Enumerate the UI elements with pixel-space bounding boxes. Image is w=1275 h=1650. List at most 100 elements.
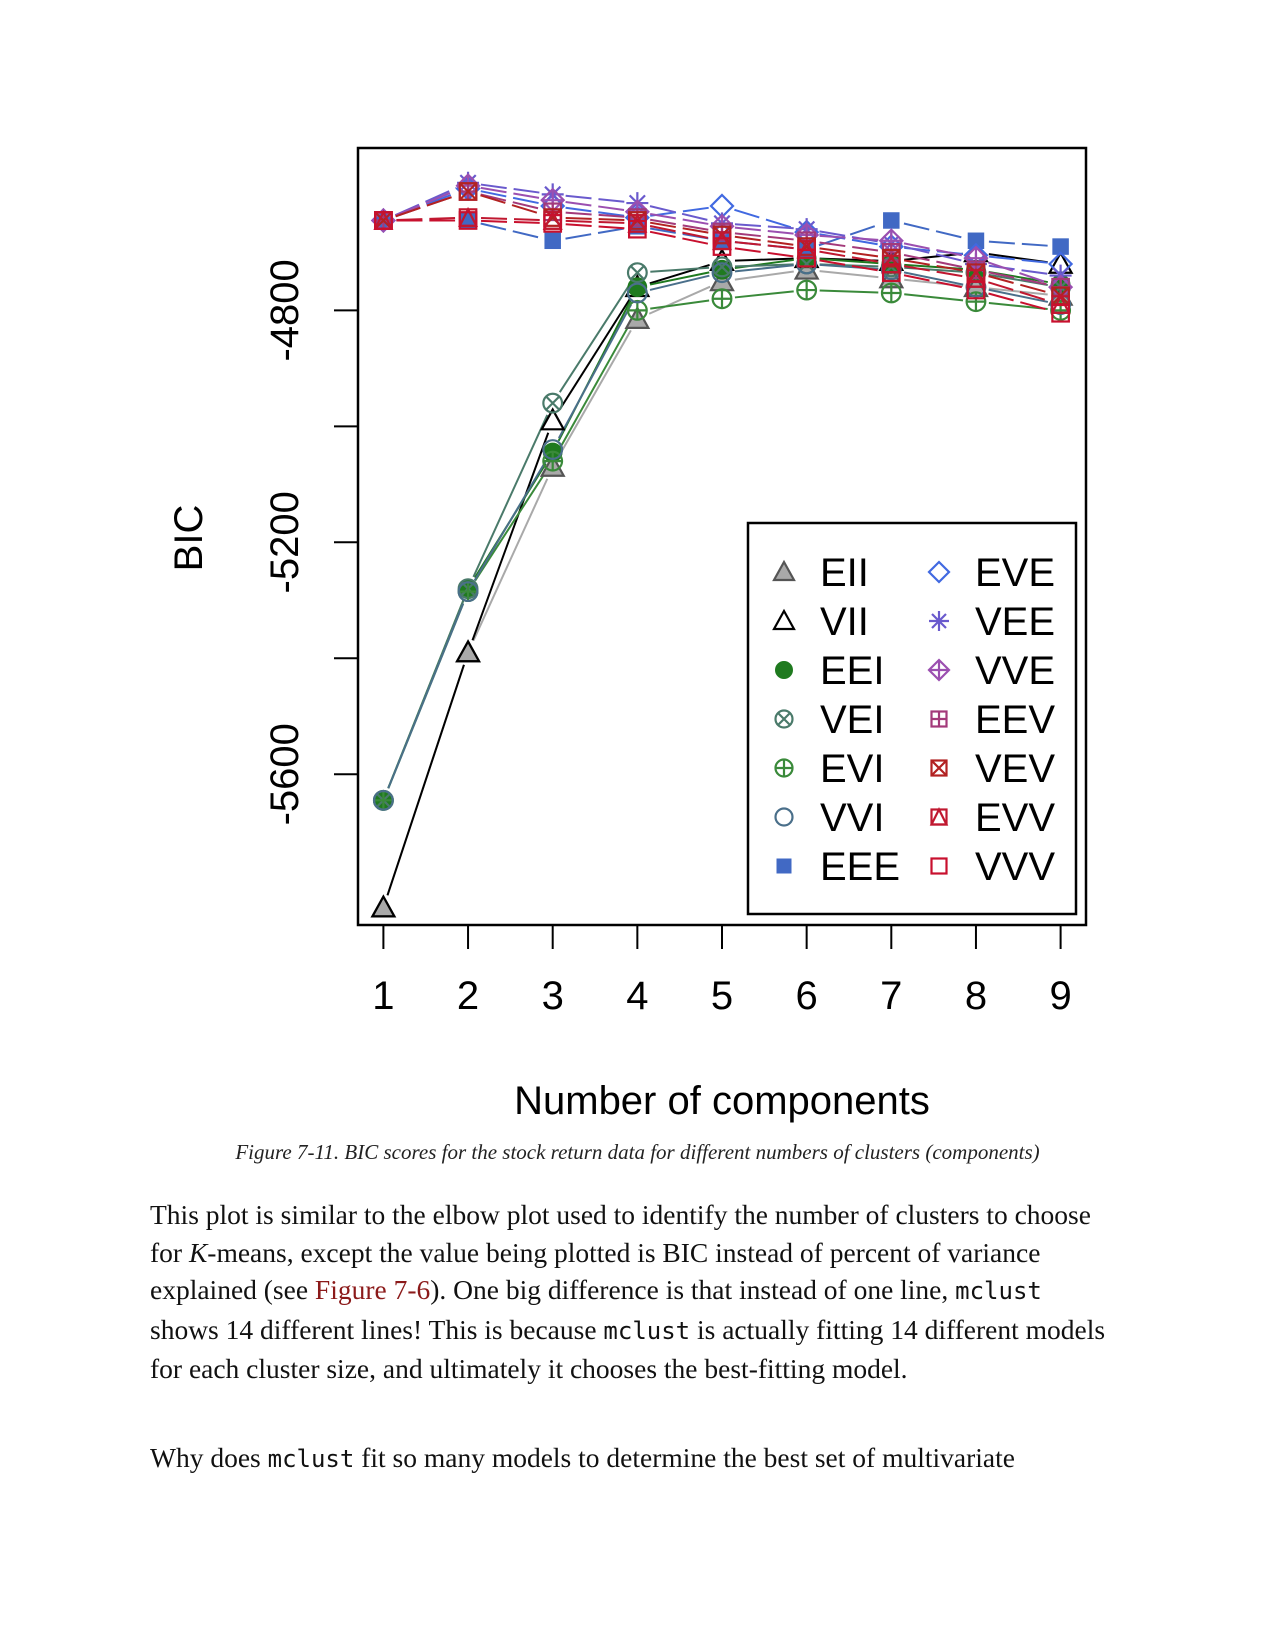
series-line-segment bbox=[903, 245, 964, 262]
series-line-segment bbox=[481, 217, 540, 222]
k-variable: K bbox=[188, 1236, 208, 1268]
legend-marker-eii bbox=[772, 559, 796, 582]
series-line-segment bbox=[987, 261, 1049, 284]
data-point-vii bbox=[370, 894, 397, 918]
series-line-segment bbox=[734, 247, 794, 258]
legend: EII VII EEI VEI EVI VVI EEE EVE VEE VVE EEV VEV EVV V… bbox=[746, 521, 1078, 916]
text-run: is actually fitting 14 different models … bbox=[150, 1313, 1106, 1385]
series-line-segment bbox=[988, 292, 1049, 311]
data-point-vvv bbox=[374, 211, 393, 230]
legend-label: VVI bbox=[820, 796, 884, 840]
series-line-segment bbox=[734, 264, 794, 273]
data-point-eee bbox=[883, 212, 900, 229]
bic-chart: 1 2 3 4 5 6 7 8 9 -5600 -5200 -4800 BIC Number of c… bbox=[167, 146, 1088, 1123]
series-line-segment bbox=[480, 183, 540, 194]
data-point-evi bbox=[542, 450, 564, 472]
series-line-segment bbox=[649, 205, 710, 222]
data-point-evi bbox=[880, 282, 902, 304]
series-line-segment bbox=[734, 270, 794, 281]
series-line-segment bbox=[386, 664, 465, 896]
data-point-vii bbox=[539, 407, 566, 431]
series-line-segment bbox=[903, 265, 964, 278]
series-line-segment bbox=[565, 211, 625, 218]
legend-label: EEI bbox=[820, 649, 884, 693]
data-point-vvv bbox=[966, 280, 986, 300]
data-point-evi bbox=[626, 299, 648, 321]
series-line-segment bbox=[819, 259, 879, 272]
legend-marker-evi bbox=[774, 758, 794, 778]
series-line-segment bbox=[819, 234, 879, 241]
data-point-eei bbox=[627, 277, 648, 298]
inline-code: mclust bbox=[955, 1277, 1042, 1305]
text-run: This plot is similar to the elbow plot u… bbox=[150, 1199, 1091, 1268]
series-line-segment bbox=[734, 232, 794, 241]
series-line-segment bbox=[819, 289, 879, 294]
legend-label: VEI bbox=[820, 698, 884, 742]
data-point-vei bbox=[626, 262, 648, 284]
series-line-segment bbox=[734, 226, 794, 235]
series-line-segment bbox=[734, 263, 794, 268]
series-line-segment bbox=[472, 478, 549, 642]
data-point-vvi bbox=[372, 789, 394, 811]
series-line-segment bbox=[988, 287, 1048, 296]
series-line-segment bbox=[471, 432, 550, 641]
legend-marker-eev bbox=[930, 710, 948, 728]
series-line-segment bbox=[734, 208, 795, 230]
series-line-segment bbox=[819, 241, 879, 252]
series-line-segment bbox=[387, 603, 465, 789]
series-line-segment bbox=[480, 190, 541, 205]
body-paragraph-2: Why does mclust fit so many models to de… bbox=[150, 1439, 1110, 1479]
series-line-segment bbox=[734, 241, 794, 250]
data-point-evi bbox=[711, 288, 733, 310]
legend-label: VVE bbox=[975, 649, 1055, 693]
legend-label: EVI bbox=[820, 747, 884, 791]
series-line-segment bbox=[480, 186, 541, 199]
series-line-segment bbox=[474, 471, 547, 582]
legend-marker-vev bbox=[930, 759, 948, 777]
series-line-segment bbox=[903, 271, 964, 286]
series-line-segment bbox=[903, 222, 964, 239]
y-tick-label: -5200 bbox=[263, 491, 307, 593]
series-line-segment bbox=[734, 257, 794, 262]
axes: 1 2 3 4 5 6 7 8 9 -5600 -5200 -4800 bbox=[263, 259, 1072, 1018]
data-point-vev bbox=[458, 182, 478, 201]
legend-label: VEV bbox=[975, 747, 1055, 791]
series-line-segment bbox=[988, 264, 1048, 275]
legend-box bbox=[746, 521, 1078, 916]
legend-marker-vvv bbox=[930, 857, 948, 875]
y-axis-title: BIC bbox=[167, 505, 211, 572]
data-point-evv bbox=[965, 267, 986, 288]
series-line-segment bbox=[649, 274, 710, 291]
series-line-segment bbox=[481, 219, 540, 224]
text-run: ). One big difference is that instead of… bbox=[430, 1274, 956, 1305]
series-line-segment bbox=[650, 206, 710, 217]
series-line-segment bbox=[565, 206, 625, 217]
legend-marker-evv bbox=[929, 807, 949, 826]
legend-marker-vii bbox=[772, 608, 796, 631]
series-line-segment bbox=[988, 281, 1049, 302]
figure-link[interactable]: Figure 7-6 bbox=[314, 1274, 431, 1305]
legend-label: VEE bbox=[975, 600, 1055, 644]
data-point-eee bbox=[1052, 238, 1069, 255]
data-point-vvv bbox=[458, 211, 478, 230]
x-tick-label: 2 bbox=[457, 974, 479, 1018]
series-line-segment bbox=[480, 193, 541, 210]
series-line-segment bbox=[903, 242, 964, 257]
data-point-vei bbox=[711, 256, 733, 278]
series-line-segment bbox=[988, 271, 1049, 286]
legend-marker-vve bbox=[927, 658, 951, 682]
series-line-segment bbox=[395, 189, 457, 217]
legend-marker-vee bbox=[929, 611, 949, 631]
legend-marker-eei bbox=[775, 661, 793, 679]
data-point-vvv bbox=[627, 219, 647, 239]
legend-marker-vvi bbox=[774, 807, 794, 827]
figure-caption: Figure 7-11. BIC scores for the stock re… bbox=[235, 1140, 1040, 1164]
series-line-segment bbox=[565, 217, 625, 222]
series-line-segment bbox=[904, 252, 964, 261]
series-line-segment bbox=[734, 235, 794, 246]
series-line-segment bbox=[649, 230, 710, 245]
text-run: shows 14 different lines! This is becaus… bbox=[150, 1313, 604, 1345]
series-line-segment bbox=[734, 223, 794, 230]
x-tick-label: 6 bbox=[796, 974, 818, 1018]
series-line-segment bbox=[904, 293, 964, 302]
